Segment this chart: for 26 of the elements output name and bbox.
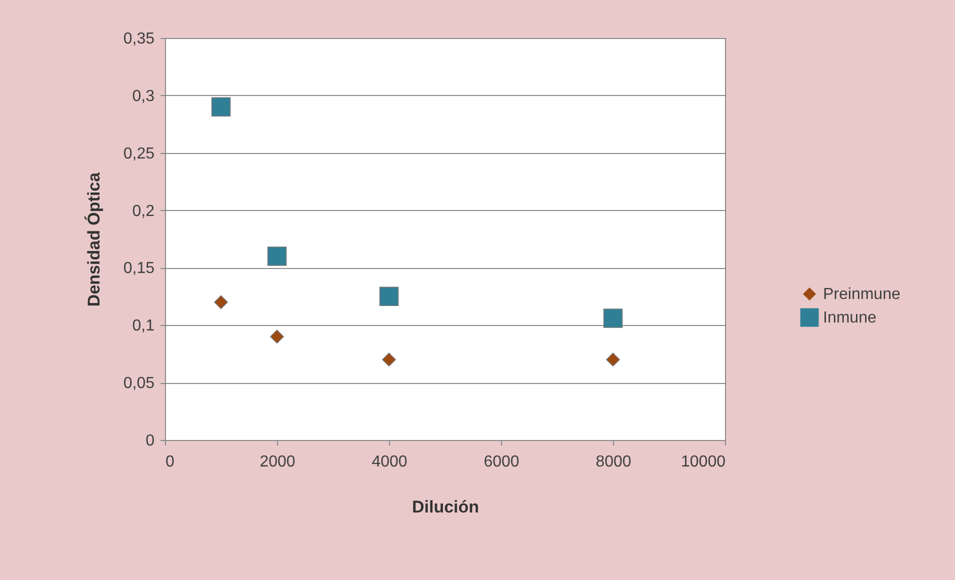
legend-label: Preinmune	[823, 286, 900, 303]
point	[270, 330, 284, 344]
y-tick-label: 0	[146, 432, 155, 450]
y-tick-label: 0,25	[123, 145, 155, 162]
point	[211, 97, 231, 117]
x-axis-title: Dilución	[412, 498, 480, 516]
point	[214, 295, 228, 310]
y-tick-label: 0,15	[123, 260, 155, 278]
legend-label: Inmune	[823, 310, 876, 326]
x-tick-label: 4000	[372, 454, 408, 470]
x-tick-label: 8000	[596, 454, 632, 470]
y-axis-title: Densidad Óptica	[83, 172, 104, 307]
x-tick-label: 10000	[681, 454, 726, 470]
x-tick-label: 0	[166, 454, 174, 470]
point	[606, 352, 620, 367]
y-tick-label: 0,05	[123, 375, 155, 392]
y-tick-label: 0,1	[132, 318, 155, 335]
point	[382, 352, 396, 367]
y-tick-label: 0,3	[132, 88, 155, 105]
point	[603, 308, 623, 328]
y-tick-label: 0,35	[123, 30, 155, 48]
x-tick-label: 6000	[484, 454, 520, 470]
x-tick-label: 2000	[260, 454, 296, 470]
point	[267, 246, 287, 266]
point	[379, 286, 399, 306]
y-tick-label: 0,2	[132, 202, 155, 220]
